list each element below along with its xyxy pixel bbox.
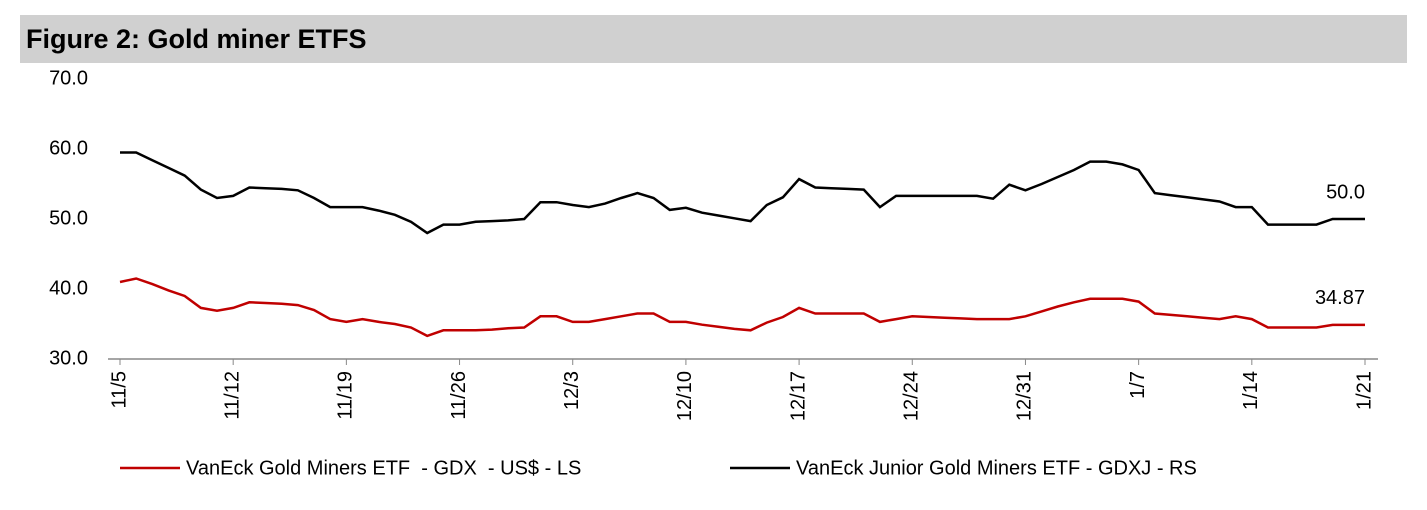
title-bar: [20, 15, 1407, 63]
data-label: 34.87: [1315, 287, 1365, 309]
x-tick-label: 1/7: [1127, 371, 1149, 399]
x-tick-label: 12/10: [674, 371, 696, 421]
x-tick-label: 11/12: [221, 371, 243, 420]
x-tick-label: 11/5: [108, 371, 130, 408]
x-tick-label: 1/14: [1240, 371, 1262, 410]
x-tick-label: 11/26: [448, 371, 470, 420]
x-tick-label: 1/21: [1353, 371, 1375, 410]
legend-label: VanEck Junior Gold Miners ETF - GDXJ - R…: [796, 457, 1197, 479]
x-tick-label: 12/3: [561, 371, 583, 410]
legend-label: VanEck Gold Miners ETF - GDX - US$ - LS: [186, 457, 581, 479]
series-line: [120, 151, 1365, 235]
x-tick-label: 12/31: [1014, 371, 1036, 421]
x-tick-label: 12/17: [787, 371, 809, 421]
y-tick-label: 70.0: [49, 67, 88, 89]
x-tick-label: 11/19: [335, 371, 357, 420]
y-tick-label: 30.0: [49, 347, 88, 369]
y-tick-label: 60.0: [49, 137, 88, 159]
y-tick-label: 40.0: [49, 277, 88, 299]
x-tick-label: 12/24: [901, 371, 923, 421]
chart-title: Figure 2: Gold miner ETFS: [26, 24, 367, 54]
y-tick-label: 50.0: [49, 207, 88, 229]
series-line: [119, 277, 1365, 338]
data-label: 50.0: [1326, 181, 1365, 203]
